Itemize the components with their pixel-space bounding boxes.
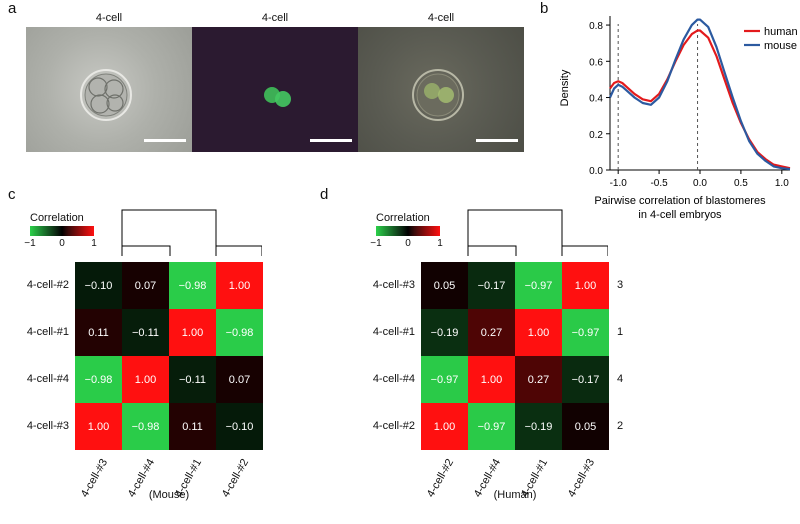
heatmap-cell: −0.10	[75, 262, 122, 309]
heatmap-cell: −0.98	[169, 262, 216, 309]
heatmap-row-index-label: 1	[617, 326, 624, 338]
heatmap-cell: 0.07	[216, 356, 263, 403]
scale-bar	[476, 139, 518, 142]
colorbar-tick: 0	[405, 238, 411, 249]
heatmap-cell: 1.00	[421, 403, 468, 450]
heatmap-cell: −0.98	[122, 403, 169, 450]
heatmap-cell: −0.97	[562, 309, 609, 356]
heatmap-cell: 1.00	[169, 309, 216, 356]
heatmap-cell: −0.11	[169, 356, 216, 403]
x-tick-label: 0.0	[693, 178, 707, 189]
image-title-fluorescence: 4-cell	[261, 12, 289, 24]
colorbar-tick: −1	[370, 238, 382, 249]
heatmap-row-label: 4-cell-#3	[372, 279, 415, 291]
image-title-brightfield: 4-cell	[95, 12, 123, 24]
heatmap-cell: 1.00	[216, 262, 263, 309]
x-tick-label: 0.5	[734, 178, 748, 189]
heatmap-cell: 1.00	[562, 262, 609, 309]
heatmap-cell: 0.11	[169, 403, 216, 450]
heatmap-cell: 0.05	[562, 403, 609, 450]
heatmap-cell: 0.07	[122, 262, 169, 309]
density-chart: 0.0 0.2 0.4 0.6 0.8 -1.0 -0.5 0.0 0.5 1.0 Density…	[559, 16, 798, 221]
heatmap-row-label: 4-cell-#1	[372, 326, 415, 338]
dendrogram-human	[467, 209, 608, 256]
scale-bar	[144, 139, 186, 142]
heatmap-cell: −0.97	[515, 262, 562, 309]
heatmap-caption-mouse: (Mouse)	[148, 489, 190, 501]
heatmap-row-label: 4-cell-#2	[372, 420, 415, 432]
brightfield-image	[26, 27, 192, 152]
colorbar	[30, 226, 94, 236]
y-tick-label: 0.4	[589, 94, 603, 105]
heatmap-cell: 1.00	[75, 403, 122, 450]
y-tick-label: 0.2	[589, 130, 603, 141]
legend-label-human: human	[764, 26, 798, 38]
heatmap-row-label: 4-cell-#2	[26, 279, 69, 291]
panel-label-b: b	[540, 0, 549, 17]
colorbar-title: Correlation	[376, 212, 430, 224]
dendrogram-mouse	[121, 209, 262, 256]
x-tick-label: -1.0	[610, 178, 628, 189]
heatmap-cell: 1.00	[515, 309, 562, 356]
density-line-mouse	[608, 18, 791, 171]
x-axis-label-line2: in 4-cell embryos	[638, 209, 722, 221]
heatmap-mouse: −0.10 0.07 −0.98 1.00 0.11 −0.11 1.00 −0.98 −0.9…	[75, 262, 263, 450]
heatmap-cell: 0.27	[468, 309, 515, 356]
image-title-merge: 4-cell	[427, 12, 455, 24]
y-tick-label: 0.6	[589, 57, 603, 68]
x-tick-label: -0.5	[650, 178, 668, 189]
fluorescence-image	[192, 27, 358, 152]
heatmap-cell: −0.19	[515, 403, 562, 450]
legend-label-mouse: mouse	[764, 40, 797, 52]
heatmap-cell: −0.98	[216, 309, 263, 356]
heatmap-cell: −0.97	[468, 403, 515, 450]
x-axis-label-line1: Pairwise correlation of blastomeres	[594, 195, 766, 207]
heatmap-row-index-label: 4	[617, 373, 624, 385]
heatmap-caption-human: (Human)	[493, 489, 537, 501]
heatmap-cell: −0.98	[75, 356, 122, 403]
colorbar	[376, 226, 440, 236]
heatmap-cell: −0.97	[421, 356, 468, 403]
heatmap-cell: −0.11	[122, 309, 169, 356]
heatmap-cell: 1.00	[122, 356, 169, 403]
heatmap-cell: 1.00	[468, 356, 515, 403]
heatmap-row-index-label: 3	[617, 279, 624, 291]
heatmap-cell: 0.11	[75, 309, 122, 356]
heatmap-row-label: 4-cell-#4	[372, 373, 415, 385]
heatmap-cell: −0.10	[216, 403, 263, 450]
heatmap-row-index-label: 2	[617, 420, 624, 432]
colorbar-title: Correlation	[30, 212, 84, 224]
heatmap-cell: −0.17	[562, 356, 609, 403]
x-tick-label: 1.0	[775, 178, 789, 189]
heatmap-row-label: 4-cell-#1	[26, 326, 69, 338]
y-tick-label: 0.8	[589, 21, 603, 32]
heatmap-cell: 0.27	[515, 356, 562, 403]
panel-label-c: c	[8, 186, 16, 203]
colorbar-tick: −1	[24, 238, 36, 249]
colorbar-tick: 1	[91, 238, 97, 249]
heatmap-row-label: 4-cell-#3	[26, 420, 69, 432]
y-tick-label: 0.0	[589, 166, 603, 177]
colorbar-tick: 0	[59, 238, 65, 249]
colorbar-tick: 1	[437, 238, 443, 249]
scale-bar	[310, 139, 352, 142]
panel-label-a: a	[8, 0, 17, 17]
heatmap-human: 0.05 −0.17 −0.97 1.00 −0.19 0.27 1.00 −0.97 −0.9…	[421, 262, 609, 450]
heatmap-cell: −0.17	[468, 262, 515, 309]
heatmap-cell: −0.19	[421, 309, 468, 356]
merge-image	[358, 27, 524, 152]
heatmap-cell: 0.05	[421, 262, 468, 309]
y-axis-label: Density	[559, 69, 571, 106]
heatmap-row-label: 4-cell-#4	[26, 373, 69, 385]
panel-label-d: d	[320, 186, 329, 203]
